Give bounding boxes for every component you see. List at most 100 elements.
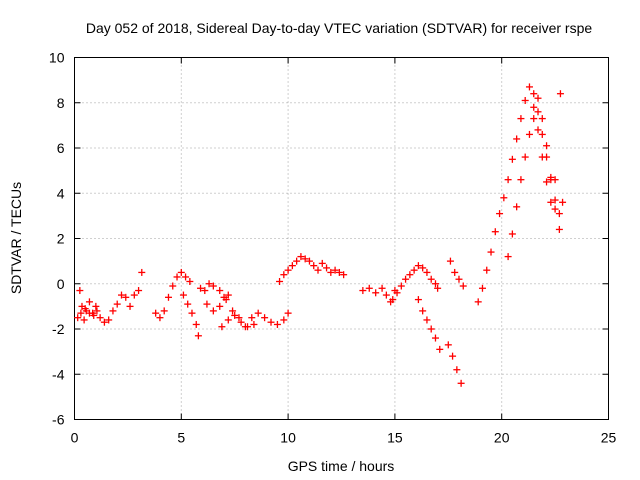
data-point [113,300,121,308]
data-point [513,135,521,143]
data-point [372,289,380,297]
data-point [534,94,542,102]
data-point [517,176,525,184]
data-point [100,318,108,326]
y-tick-label: 6 [57,140,65,156]
data-point [525,130,533,138]
data-point [331,266,339,274]
x-tick-label: 20 [494,430,510,446]
data-point [117,291,125,299]
data-point [237,318,245,326]
data-point [244,323,252,331]
y-tick-label: 8 [57,95,65,111]
data-point [534,126,542,134]
data-point [224,316,232,324]
data-point [122,293,130,301]
data-point [530,90,538,98]
data-point [218,323,226,331]
data-point [273,320,281,328]
data-point [261,314,269,322]
data-point [209,307,217,315]
data-point [177,268,185,276]
data-point [77,309,85,317]
data-point [389,296,397,304]
data-point [229,307,237,315]
data-point [276,277,284,285]
data-point [555,210,563,218]
y-tick-label: -4 [52,366,65,382]
data-point [419,264,427,272]
chart-title: Day 052 of 2018, Sidereal Day-to-day VTE… [86,20,592,36]
data-point [551,196,559,204]
data-point [551,205,559,213]
y-tick-label: -6 [52,412,65,428]
data-point [109,307,117,315]
data-point [453,366,461,374]
data-point [323,264,331,272]
data-point [427,275,435,283]
data-point [534,108,542,116]
data-point [459,282,467,290]
data-point [135,287,143,295]
data-point [431,334,439,342]
data-point [547,198,555,206]
data-point [410,266,418,274]
y-tick-label: -2 [52,321,65,337]
data-point [194,332,202,340]
data-point [138,268,146,276]
data-point [483,266,491,274]
data-point [444,341,452,349]
data-point [280,316,288,324]
x-tick-label: 0 [71,430,79,446]
data-point [414,296,422,304]
data-points [74,83,567,387]
data-point [402,275,410,283]
data-point [393,289,401,297]
data-point [451,268,459,276]
y-tick-label: 10 [49,50,65,66]
data-point [231,311,239,319]
data-point [419,307,427,315]
data-point [305,257,313,265]
data-point [446,257,454,265]
data-point [90,311,98,319]
data-point [284,266,292,274]
x-tick-label: 5 [177,430,185,446]
data-point [250,320,258,328]
data-point [297,253,305,261]
data-point [517,115,525,123]
data-point [248,314,256,322]
data-point [556,90,564,98]
data-point [449,352,457,360]
data-point [186,277,194,285]
data-point [457,379,465,387]
data-point [504,176,512,184]
data-point [382,291,390,299]
data-point [538,130,546,138]
data-point [85,309,93,317]
data-point [414,262,422,270]
data-point [496,210,504,218]
data-point [431,280,439,288]
data-point [543,178,551,186]
data-point [538,115,546,123]
data-point [105,316,113,324]
data-point [76,287,84,295]
data-point [427,325,435,333]
data-point [160,307,168,315]
data-point [335,268,343,276]
data-point [327,268,335,276]
data-point [538,153,546,161]
data-point [301,255,309,263]
data-point [504,253,512,261]
data-point [559,198,567,206]
data-point [525,83,533,91]
data-point [310,262,318,270]
data-point [179,291,187,299]
data-point [96,314,104,322]
y-tick-label: 4 [57,185,65,201]
data-point [235,314,243,322]
data-point [222,296,230,304]
data-point [173,273,181,281]
data-point [192,320,200,328]
